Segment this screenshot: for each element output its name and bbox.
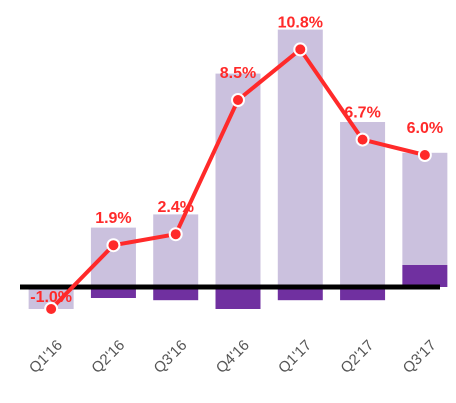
x-tick-label: Q2'16 — [88, 337, 128, 377]
line-marker — [106, 238, 121, 253]
data-label: 6.0% — [407, 120, 443, 137]
bar — [153, 214, 199, 287]
bar — [28, 287, 74, 309]
line-marker — [231, 93, 245, 107]
data-label: -1.0% — [30, 289, 72, 306]
x-tick-label: Q3'17 — [400, 337, 440, 377]
data-label: 1.9% — [95, 210, 131, 227]
line-marker — [355, 132, 370, 147]
line-marker — [417, 148, 432, 162]
line-marker — [168, 227, 183, 242]
bar — [90, 227, 136, 287]
x-tick-label: Q4'16 — [213, 337, 253, 377]
bar — [277, 29, 323, 287]
bar — [153, 287, 199, 301]
data-label: 10.8% — [278, 14, 323, 31]
bar — [402, 152, 448, 265]
data-label: 8.5% — [220, 65, 256, 82]
bar — [340, 287, 386, 301]
bar — [277, 287, 323, 301]
bar — [402, 265, 448, 287]
bar — [90, 287, 136, 298]
data-label: 6.7% — [344, 105, 380, 122]
bar — [215, 287, 261, 309]
line-marker — [44, 302, 59, 316]
bar — [340, 122, 386, 287]
x-tick-label: Q3'16 — [151, 337, 191, 377]
x-tick-label: Q1'17 — [275, 337, 315, 377]
bar — [215, 73, 261, 287]
x-tick-label: Q1'16 — [26, 337, 66, 377]
x-tick-label: Q2'17 — [337, 337, 377, 377]
line-marker — [293, 42, 308, 57]
data-label: 2.4% — [157, 199, 193, 216]
